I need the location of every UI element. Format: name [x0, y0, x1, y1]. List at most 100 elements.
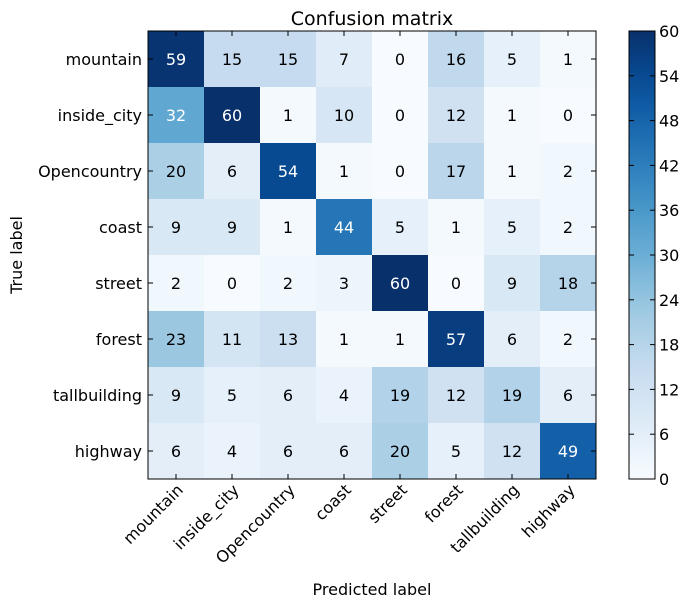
heatmap-cell	[260, 423, 316, 479]
colorbar-tick-label: 48	[659, 112, 679, 131]
cell-value-label: 1	[507, 106, 517, 125]
heatmap-cell	[372, 311, 428, 367]
cell-value-label: 5	[227, 386, 237, 405]
cell-value-label: 2	[171, 274, 181, 293]
heatmap-cell	[540, 311, 596, 367]
cell-value-label: 6	[171, 442, 181, 461]
heatmap-cell	[484, 311, 540, 367]
heatmap-cell	[484, 31, 540, 87]
cell-value-label: 5	[395, 218, 405, 237]
cell-value-label: 4	[227, 442, 237, 461]
heatmap-cell	[204, 87, 260, 143]
cell-value-label: 1	[507, 162, 517, 181]
heatmap-cell	[428, 311, 484, 367]
heatmap-cell	[204, 423, 260, 479]
colorbar: 0 6 12 18 24 30 36 42 48 54 60	[628, 22, 679, 489]
cell-value-label: 7	[339, 50, 349, 69]
heatmap-cell	[428, 31, 484, 87]
heatmap-cell	[260, 31, 316, 87]
x-tick-label: street	[364, 480, 411, 527]
cell-value-label: 1	[339, 330, 349, 349]
cell-value-label: 23	[166, 330, 186, 349]
heatmap-cell	[148, 31, 204, 87]
colorbar-tick-label: 36	[659, 201, 679, 220]
heatmap-cells	[148, 31, 596, 479]
cell-value-label: 20	[390, 442, 410, 461]
heatmap-cell	[148, 87, 204, 143]
cell-value-label: 2	[563, 162, 573, 181]
cell-value-label: 17	[446, 162, 466, 181]
cell-value-label: 4	[339, 386, 349, 405]
cell-value-label: 19	[390, 386, 410, 405]
x-tick-label: forest	[421, 480, 467, 526]
colorbar-tick-label: 54	[659, 67, 679, 86]
y-tick-label: highway	[75, 442, 142, 461]
heatmap-cell	[372, 255, 428, 311]
cell-value-label: 9	[507, 274, 517, 293]
heatmap-cell	[372, 31, 428, 87]
cell-value-label: 13	[278, 330, 298, 349]
cell-value-label: 2	[283, 274, 293, 293]
cell-value-label: 16	[446, 50, 466, 69]
cell-value-label: 9	[171, 218, 181, 237]
cell-value-label: 6	[283, 442, 293, 461]
cell-value-label: 15	[222, 50, 242, 69]
y-tick-label: Opencountry	[38, 162, 142, 181]
colorbar-tick-label: 0	[659, 470, 669, 489]
heatmap-cell	[260, 87, 316, 143]
cell-value-label: 3	[339, 274, 349, 293]
cell-value-label: 12	[446, 106, 466, 125]
cell-value-label: 54	[278, 162, 298, 181]
heatmap-cell	[540, 87, 596, 143]
heatmap-cell	[260, 367, 316, 423]
cell-value-label: 0	[395, 106, 405, 125]
heatmap-cell	[148, 255, 204, 311]
cell-value-label: 11	[222, 330, 242, 349]
y-tick-label: mountain	[66, 50, 142, 69]
heatmap-cell	[260, 199, 316, 255]
y-tick-label: street	[95, 274, 142, 293]
heatmap-cell	[428, 367, 484, 423]
heatmap-cell	[316, 311, 372, 367]
heatmap-cell	[484, 143, 540, 199]
heatmap-cell	[372, 143, 428, 199]
cell-value-label: 20	[166, 162, 186, 181]
heatmap-cell	[540, 143, 596, 199]
heatmap-cell	[316, 255, 372, 311]
heatmap-cell	[540, 367, 596, 423]
cell-value-label: 15	[278, 50, 298, 69]
cell-value-label: 6	[507, 330, 517, 349]
heatmap-cell	[540, 423, 596, 479]
chart-title: Confusion matrix	[291, 8, 453, 30]
heatmap-cell	[260, 143, 316, 199]
plot-frame	[147, 30, 597, 480]
x-tick-label: highway	[518, 480, 579, 541]
heatmap-cell	[540, 255, 596, 311]
heatmap-cell	[428, 199, 484, 255]
heatmap-cell	[260, 255, 316, 311]
heatmap-cell	[148, 367, 204, 423]
x-axis-label: Predicted label	[313, 580, 432, 599]
heatmap-cell	[484, 255, 540, 311]
cell-value-label: 6	[227, 162, 237, 181]
cell-value-label: 5	[507, 218, 517, 237]
cell-value-label: 9	[171, 386, 181, 405]
heatmap-cell	[428, 143, 484, 199]
cell-value-label: 1	[283, 218, 293, 237]
cell-value-label: 1	[451, 218, 461, 237]
heatmap-cell	[316, 423, 372, 479]
cell-value-label: 6	[339, 442, 349, 461]
heatmap-cell	[484, 367, 540, 423]
heatmap-cell	[428, 87, 484, 143]
cell-value-label: 10	[334, 106, 354, 125]
cell-value-label: 44	[334, 218, 354, 237]
heatmap-cell	[148, 423, 204, 479]
cell-value-label: 1	[339, 162, 349, 181]
cell-value-label: 1	[563, 50, 573, 69]
cell-value-label: 0	[395, 50, 405, 69]
heatmap-cell	[316, 367, 372, 423]
colorbar-tick-label: 42	[659, 156, 679, 175]
y-tick-label: coast	[99, 218, 142, 237]
heatmap-cell	[204, 31, 260, 87]
